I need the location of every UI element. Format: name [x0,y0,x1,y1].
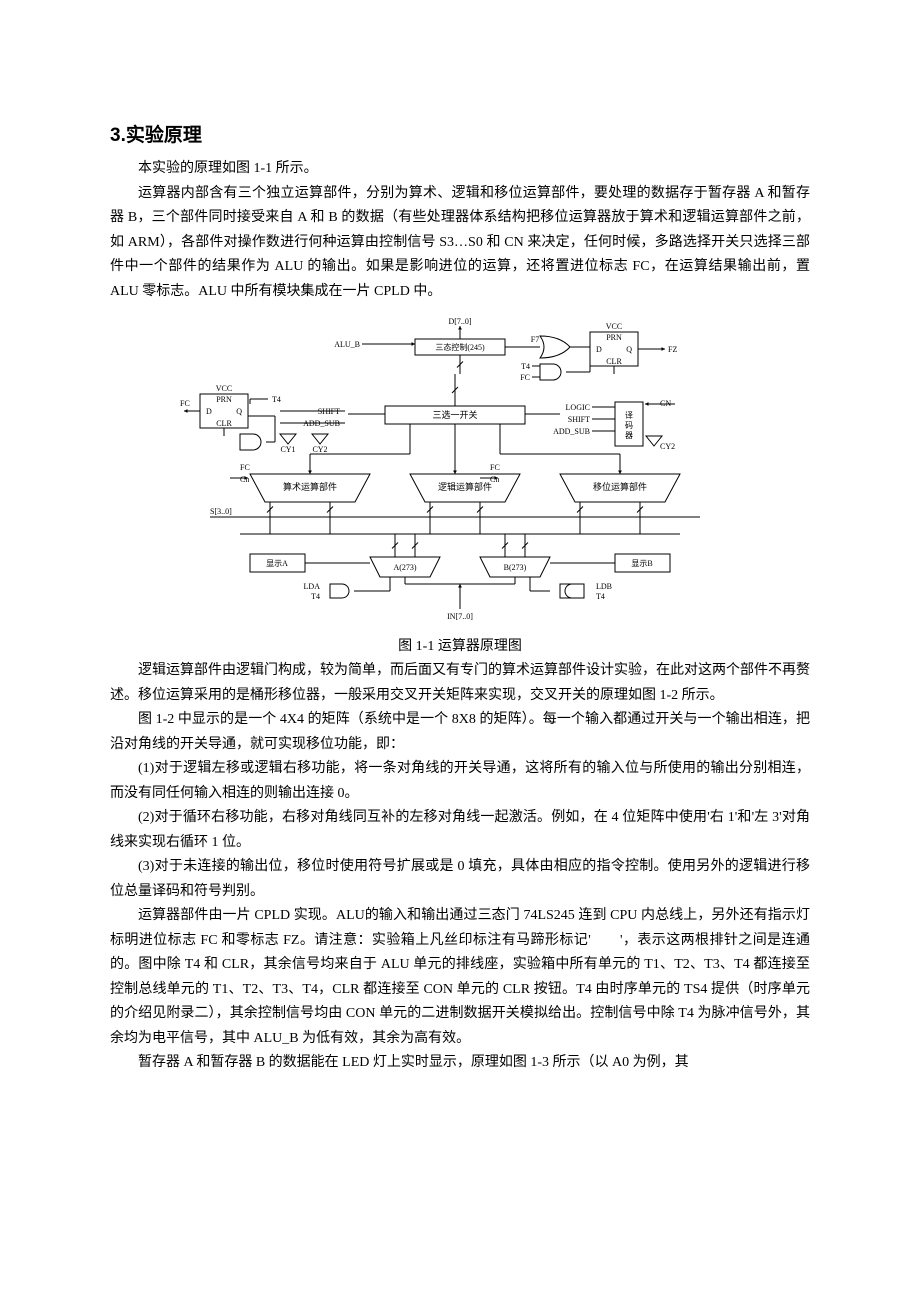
svg-text:B(273): B(273) [504,563,527,572]
svg-text:显示A: 显示A [266,559,288,568]
svg-text:逻辑运算部件: 逻辑运算部件 [438,481,492,492]
svg-text:三选一开关: 三选一开关 [432,409,477,420]
svg-text:T4: T4 [521,362,530,371]
svg-text:器: 器 [625,431,633,440]
svg-text:Q: Q [626,345,632,354]
svg-text:LDA: LDA [304,582,321,591]
svg-text:VCC: VCC [606,322,622,331]
paragraph-5: (1)对于逻辑左移或逻辑右移功能，将一条对角线的开关导通，这将所有的输入位与所使… [110,757,810,806]
alu-diagram: D[7..0] 三态控制(245) ALU_B F7 VCC PRN D Q CLR FZ T4 FC… [180,314,740,624]
svg-text:FC: FC [180,399,190,408]
svg-text:显示B: 显示B [631,559,652,568]
svg-text:SHIFT: SHIFT [568,415,590,424]
svg-text:T4: T4 [596,592,605,601]
svg-text:VCC: VCC [216,384,232,393]
svg-text:ALU_B: ALU_B [334,340,360,349]
paragraph-8: 运算器部件由一片 CPLD 实现。ALU的输入和输出通过三态门 74LS245 … [110,904,810,1051]
paragraph-intro: 本实验的原理如图 1-1 所示。 [110,157,810,182]
paragraph-4: 图 1-2 中显示的是一个 4X4 的矩阵（系统中是一个 8X8 的矩阵）。每一… [110,708,810,757]
svg-text:CY2: CY2 [312,445,327,454]
section-heading: 3.实验原理 [110,120,810,147]
svg-text:算术运算部件: 算术运算部件 [283,481,337,492]
paragraph-3: 逻辑运算部件由逻辑门构成，较为简单，而后面又有专门的算术运算部件设计实验，在此对… [110,659,810,708]
svg-text:FC: FC [240,463,250,472]
svg-text:ADD_SUB: ADD_SUB [553,427,590,436]
svg-text:CLR: CLR [606,357,622,366]
svg-text:D[7..0]: D[7..0] [448,317,471,326]
svg-text:S[3..0]: S[3..0] [210,507,232,516]
svg-text:FZ: FZ [668,345,677,354]
svg-text:PRN: PRN [606,333,622,342]
svg-text:移位运算部件: 移位运算部件 [593,481,647,492]
svg-text:D: D [206,407,212,416]
svg-text:CY1: CY1 [280,445,295,454]
svg-text:T4: T4 [272,395,281,404]
svg-text:PRN: PRN [216,395,232,404]
paragraph-9: 暂存器 A 和暂存器 B 的数据能在 LED 灯上实时显示，原理如图 1-3 所… [110,1051,810,1076]
paragraph-6: (2)对于循环右移功能，右移对角线同互补的左移对角线一起激活。例如，在 4 位矩… [110,806,810,855]
svg-text:译: 译 [625,411,633,420]
svg-text:三态控制(245): 三态控制(245) [435,342,485,352]
svg-text:D: D [596,345,602,354]
svg-text:T4: T4 [311,592,320,601]
svg-text:码: 码 [625,421,633,430]
svg-text:Q: Q [236,407,242,416]
paragraph-2: 运算器内部含有三个独立运算部件，分别为算术、逻辑和移位运算部件，要处理的数据存于… [110,182,810,305]
svg-text:LDB: LDB [596,582,612,591]
svg-text:IN[7..0]: IN[7..0] [447,612,473,621]
svg-text:F7: F7 [531,335,539,344]
svg-text:LOGIC: LOGIC [566,403,590,412]
svg-text:A(273): A(273) [393,563,416,572]
figure-1-1: D[7..0] 三态控制(245) ALU_B F7 VCC PRN D Q CLR FZ T4 FC… [110,314,810,629]
svg-text:FC: FC [490,463,500,472]
svg-text:FC: FC [520,373,530,382]
svg-text:CY2: CY2 [660,442,675,451]
paragraph-7: (3)对于未连接的输出位，移位时使用符号扩展或是 0 填充，具体由相应的指令控制… [110,855,810,904]
svg-text:CLR: CLR [216,419,232,428]
figure-caption-1: 图 1-1 运算器原理图 [110,635,810,655]
